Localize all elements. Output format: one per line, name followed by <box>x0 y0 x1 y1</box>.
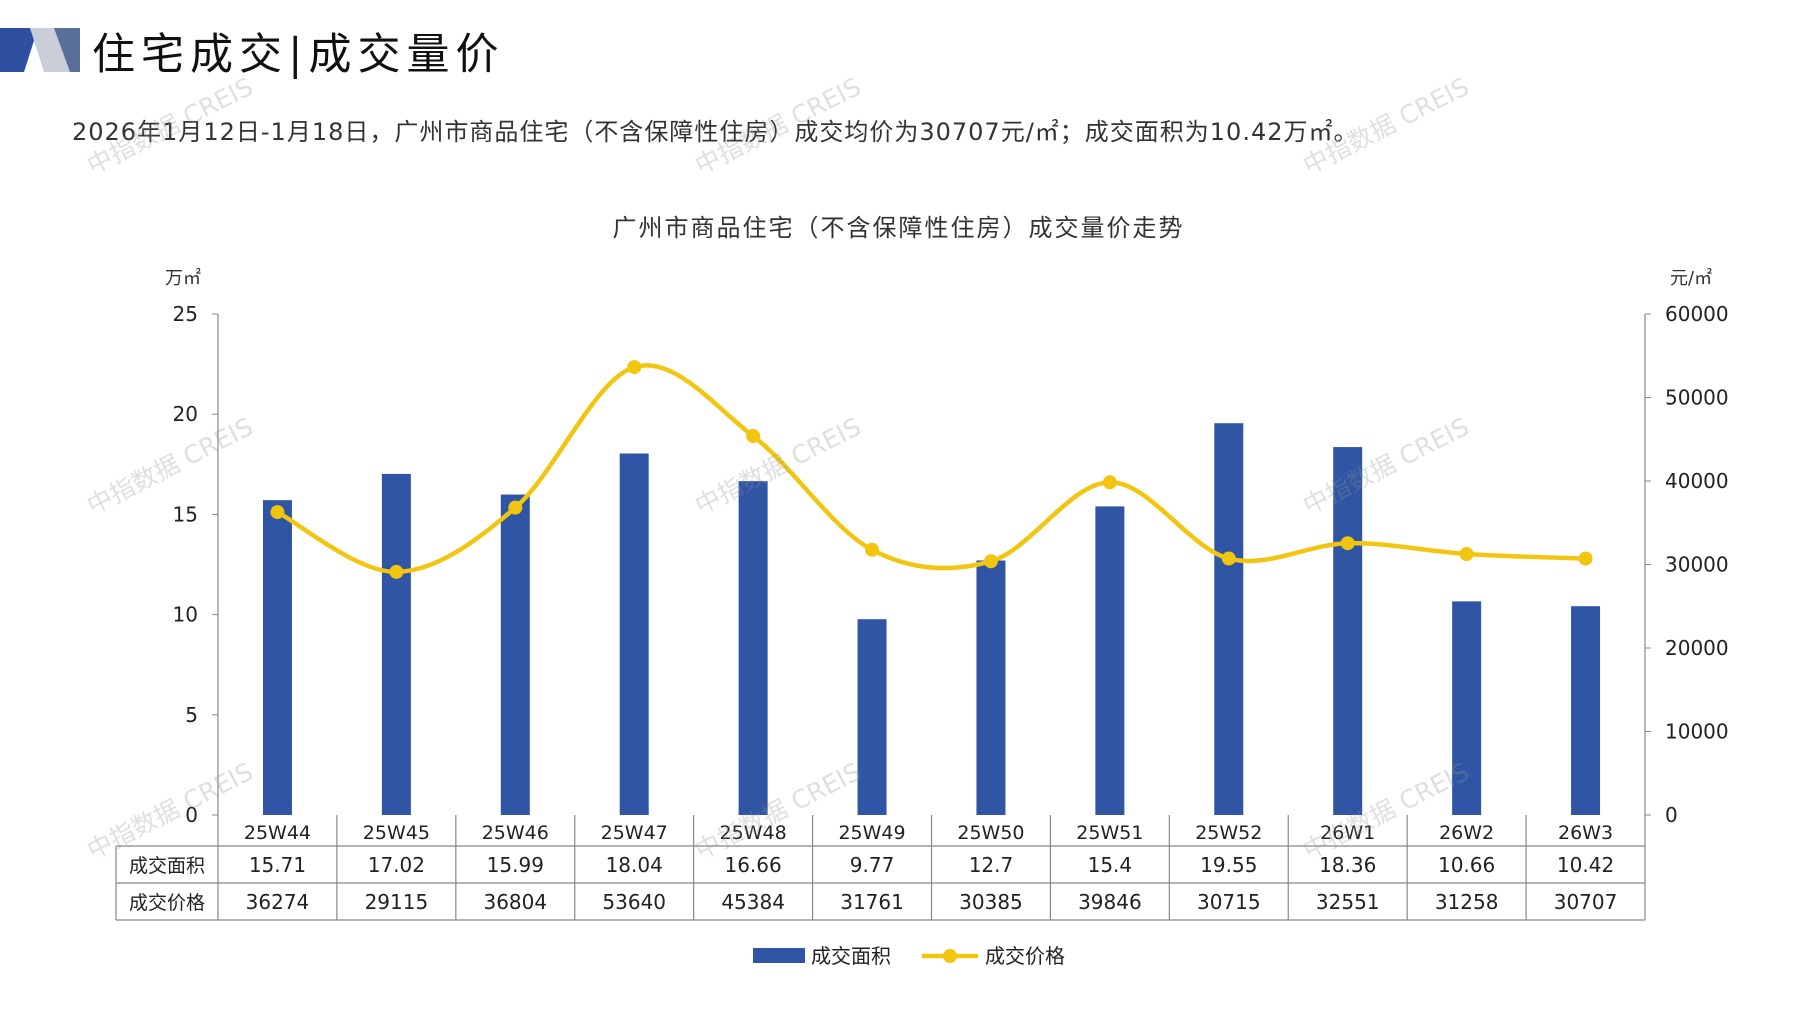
price-point-25W51 <box>1102 475 1117 490</box>
bar-25W48 <box>738 481 768 815</box>
bar-25W52 <box>1214 423 1244 815</box>
table-cell-area: 10.42 <box>1557 853 1614 877</box>
price-point-25W52 <box>1221 551 1236 566</box>
bar-25W45 <box>381 473 411 815</box>
table-cell-area: 9.77 <box>850 853 895 877</box>
x-category-label: 26W2 <box>1439 822 1494 844</box>
bar-25W46 <box>500 494 530 815</box>
x-category-label: 25W51 <box>1076 822 1143 844</box>
x-category-label: 26W1 <box>1320 822 1375 844</box>
x-category-label: 25W48 <box>720 822 787 844</box>
data-table: 25W44 25W45 25W46 25W47 25W48 25W49 25W50 25W51… <box>115 815 1646 921</box>
bar-25W50 <box>976 560 1006 815</box>
table-cell-price: 36274 <box>246 890 310 914</box>
y-right-tick-label: 60000 <box>1665 302 1729 326</box>
price-point-25W44 <box>270 505 285 520</box>
bar-26W1 <box>1333 447 1363 815</box>
y-left-axis-unit: 万㎡ <box>165 267 201 289</box>
legend-area-label: 成交面积 <box>811 944 891 968</box>
chart-title: 广州市商品住宅（不含保障性住房）成交量价走势 <box>612 214 1185 242</box>
table-row-label-price: 成交价格 <box>129 892 205 914</box>
table-cell-area: 18.04 <box>606 853 663 877</box>
x-category-label: 25W45 <box>363 822 430 844</box>
x-category-label: 25W44 <box>244 822 311 844</box>
price-point-26W2 <box>1459 546 1474 561</box>
price-point-26W3 <box>1578 551 1593 566</box>
table-cell-price: 32551 <box>1316 890 1380 914</box>
table-cell-price: 30707 <box>1554 890 1618 914</box>
price-point-25W45 <box>389 564 404 579</box>
table-row-label-area: 成交面积 <box>129 855 205 877</box>
table-cell-price: 30715 <box>1197 890 1261 914</box>
table-cell-area: 18.36 <box>1319 853 1376 877</box>
table-cell-price: 29115 <box>365 890 429 914</box>
table-cell-price: 36804 <box>483 890 547 914</box>
table-cell-area: 15.4 <box>1088 853 1133 877</box>
bar-25W51 <box>1095 506 1125 815</box>
y-right-tick-label: 50000 <box>1665 386 1729 410</box>
table-cell-price: 31761 <box>840 890 904 914</box>
table-cell-price: 45384 <box>721 890 785 914</box>
line-series <box>270 360 1593 579</box>
price-point-25W49 <box>865 542 880 557</box>
price-point-25W47 <box>627 360 642 375</box>
bar-26W3 <box>1571 606 1601 815</box>
table-cell-price: 30385 <box>959 890 1023 914</box>
table-cell-area: 19.55 <box>1200 853 1257 877</box>
price-point-25W46 <box>508 500 523 515</box>
y-right-tick-label: 30000 <box>1665 553 1729 577</box>
legend-area-swatch <box>753 948 805 963</box>
y-right-tick-label: 40000 <box>1665 469 1729 493</box>
x-category-label: 26W3 <box>1558 822 1613 844</box>
legend-price-swatch-dot <box>943 949 957 963</box>
chart-axes: 0 5 10 15 20 25 0 10000 20000 30000 40000 50000 6000… <box>165 267 1729 827</box>
table-cell-area: 12.7 <box>969 853 1014 877</box>
price-line <box>276 363 1586 575</box>
bar-25W47 <box>619 453 649 815</box>
summary-text: 2026年1月12日-1月18日，广州市商品住宅（不含保障性住房）成交均价为30… <box>72 118 1359 146</box>
table-cell-area: 15.71 <box>249 853 306 877</box>
x-category-label: 25W49 <box>838 822 905 844</box>
y-left-tick-label: 15 <box>173 502 198 526</box>
table-cell-price: 53640 <box>602 890 666 914</box>
table-cell-area: 16.66 <box>724 853 781 877</box>
bar-25W44 <box>262 500 292 815</box>
table-cell-price: 31258 <box>1435 890 1499 914</box>
x-category-label: 25W52 <box>1195 822 1262 844</box>
x-category-label: 25W47 <box>601 822 668 844</box>
y-left-tick-label: 10 <box>173 603 198 627</box>
table-cell-area: 17.02 <box>368 853 425 877</box>
y-left-tick-label: 0 <box>185 803 198 827</box>
x-category-label: 25W50 <box>957 822 1024 844</box>
table-cell-area: 10.66 <box>1438 853 1495 877</box>
y-right-tick-label: 0 <box>1665 803 1678 827</box>
bar-26W2 <box>1452 601 1482 815</box>
y-right-tick-label: 10000 <box>1665 720 1729 744</box>
bar-25W49 <box>857 619 887 815</box>
table-cell-price: 39846 <box>1078 890 1142 914</box>
price-point-25W48 <box>746 429 761 444</box>
y-left-tick-label: 20 <box>173 402 198 426</box>
page-title: 住宅成交|成交量价 <box>92 30 505 80</box>
y-left-tick-label: 5 <box>185 703 198 727</box>
y-left-tick-label: 25 <box>173 302 198 326</box>
table-cell-area: 15.99 <box>487 853 544 877</box>
y-right-tick-label: 20000 <box>1665 636 1729 660</box>
x-category-label: 25W46 <box>482 822 549 844</box>
brand-logo <box>0 28 80 72</box>
price-point-26W1 <box>1340 536 1355 551</box>
bar-series <box>262 423 1601 815</box>
legend-price-label: 成交价格 <box>985 944 1065 968</box>
price-point-25W50 <box>983 554 998 569</box>
y-right-axis-unit: 元/㎡ <box>1670 267 1712 289</box>
chart-legend: 成交面积 成交价格 <box>753 944 1065 968</box>
